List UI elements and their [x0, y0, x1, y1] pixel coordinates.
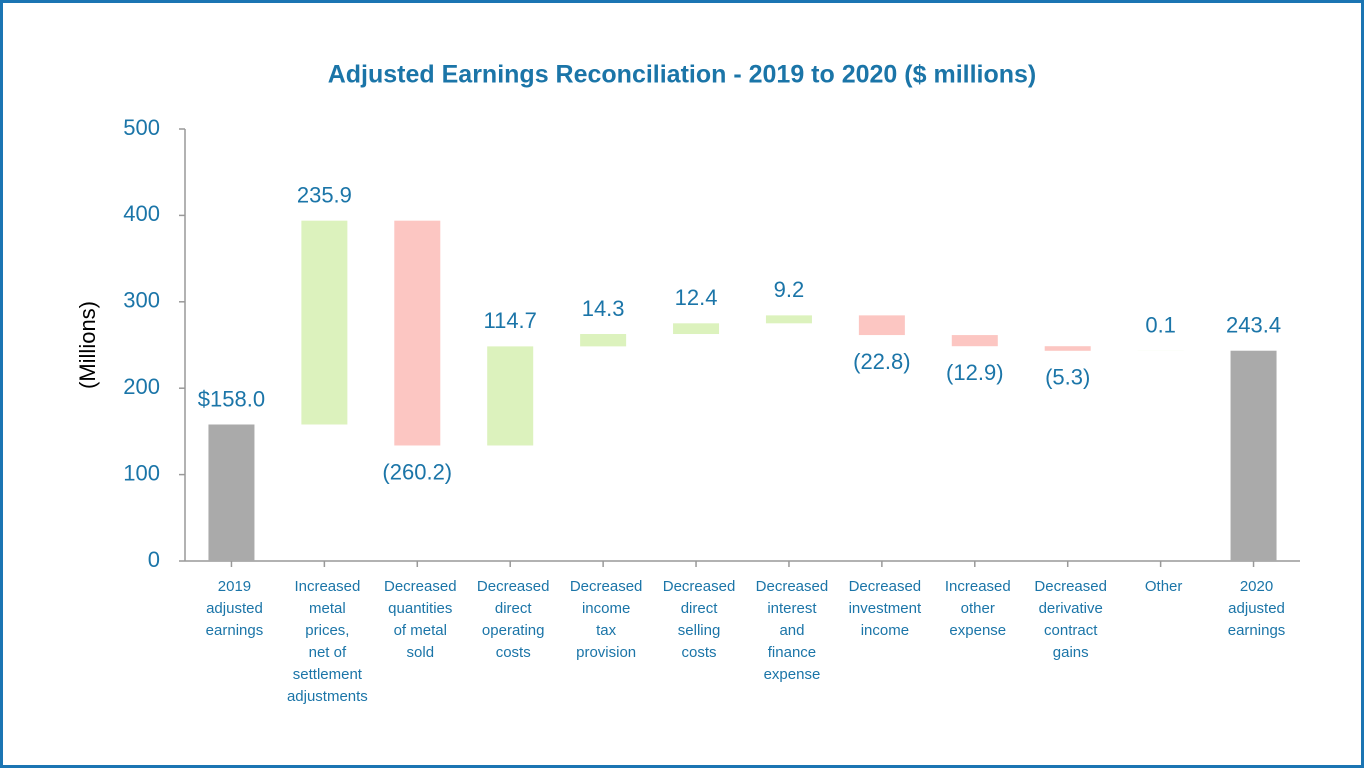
- value-label: 9.2: [774, 277, 805, 302]
- x-tick-label: Decreased quantities of metal sold: [384, 578, 457, 661]
- bar: [1044, 346, 1091, 351]
- bar: [765, 315, 812, 324]
- chart-svg: Adjusted Earnings Reconciliation - 2019 …: [75, 61, 1300, 572]
- value-label: 0.1: [1145, 313, 1176, 338]
- value-label: 235.9: [297, 182, 352, 207]
- x-tick-label: Decreased direct selling costs: [662, 578, 736, 661]
- chart-title: Adjusted Earnings Reconciliation - 2019 …: [328, 61, 1037, 89]
- y-tick-label: 400: [123, 201, 160, 226]
- bar: [208, 424, 255, 561]
- y-tick-label: 500: [123, 115, 160, 140]
- y-tick-label: 300: [123, 288, 160, 313]
- x-tick-label: Increased metal prices, net of settlemen…: [286, 578, 368, 705]
- bar: [394, 220, 441, 446]
- x-tick-label: Decreased interest and finance expense: [755, 578, 829, 683]
- value-label: (22.8): [853, 349, 910, 374]
- y-tick-label: 100: [123, 460, 160, 485]
- bar: [580, 334, 627, 347]
- y-axis-title: (Millions): [75, 301, 100, 389]
- bar: [1230, 350, 1277, 561]
- bar: [487, 346, 534, 446]
- value-label: (260.2): [382, 459, 452, 484]
- bar: [301, 220, 348, 425]
- x-tick-label: Decreased direct operating costs: [476, 578, 550, 661]
- x-tick-label: 2019 adjusted earnings: [205, 578, 264, 639]
- x-tick-label: 2020 adjusted earnings: [1227, 578, 1286, 639]
- x-tick-label: Increased other expense: [944, 578, 1011, 639]
- y-tick-label: 0: [148, 547, 160, 572]
- bar: [858, 315, 905, 336]
- value-label: 243.4: [1226, 313, 1281, 338]
- x-tick-label: Other: [1144, 578, 1183, 595]
- bar: [673, 323, 720, 335]
- x-tick-label: Decreased investment income: [848, 578, 922, 639]
- y-tick-label: 200: [123, 374, 160, 399]
- x-tick-label: Decreased income tax provision: [569, 578, 643, 661]
- value-label: (5.3): [1045, 365, 1090, 390]
- x-tick-label: Decreased derivative contract gains: [1034, 578, 1107, 661]
- value-label: 12.4: [675, 285, 718, 310]
- bar: [951, 335, 998, 347]
- value-label: (12.9): [946, 360, 1003, 385]
- value-label: 14.3: [582, 296, 625, 321]
- value-label: $158.0: [198, 386, 265, 411]
- value-label: 114.7: [483, 308, 536, 333]
